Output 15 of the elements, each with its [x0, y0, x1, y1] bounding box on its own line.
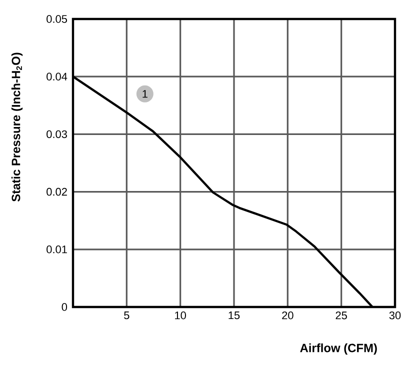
- x-tick-label: 10: [175, 312, 186, 320]
- x-tick-label: 20: [282, 312, 294, 320]
- x-tick-label: 15: [228, 312, 240, 320]
- x-tick-label: 30: [389, 312, 401, 320]
- x-tick-label: 25: [336, 312, 347, 320]
- x-tick-label: 5: [124, 312, 130, 320]
- y-tick-label: 0.01: [46, 246, 67, 254]
- y-tick-label: 0.02: [46, 188, 67, 196]
- y-tick-label: 0: [62, 303, 68, 311]
- y-axis-title: Static Pressure (Inch-H$_{2}$O): [11, 52, 23, 202]
- y-tick-label: 0.05: [46, 15, 68, 23]
- annotation: 1: [142, 90, 148, 98]
- x-axis-title: Airflow (CFM): [300, 343, 377, 355]
- y-tick-label: 0.03: [46, 130, 67, 138]
- y-tick-label: 0.04: [46, 72, 68, 80]
